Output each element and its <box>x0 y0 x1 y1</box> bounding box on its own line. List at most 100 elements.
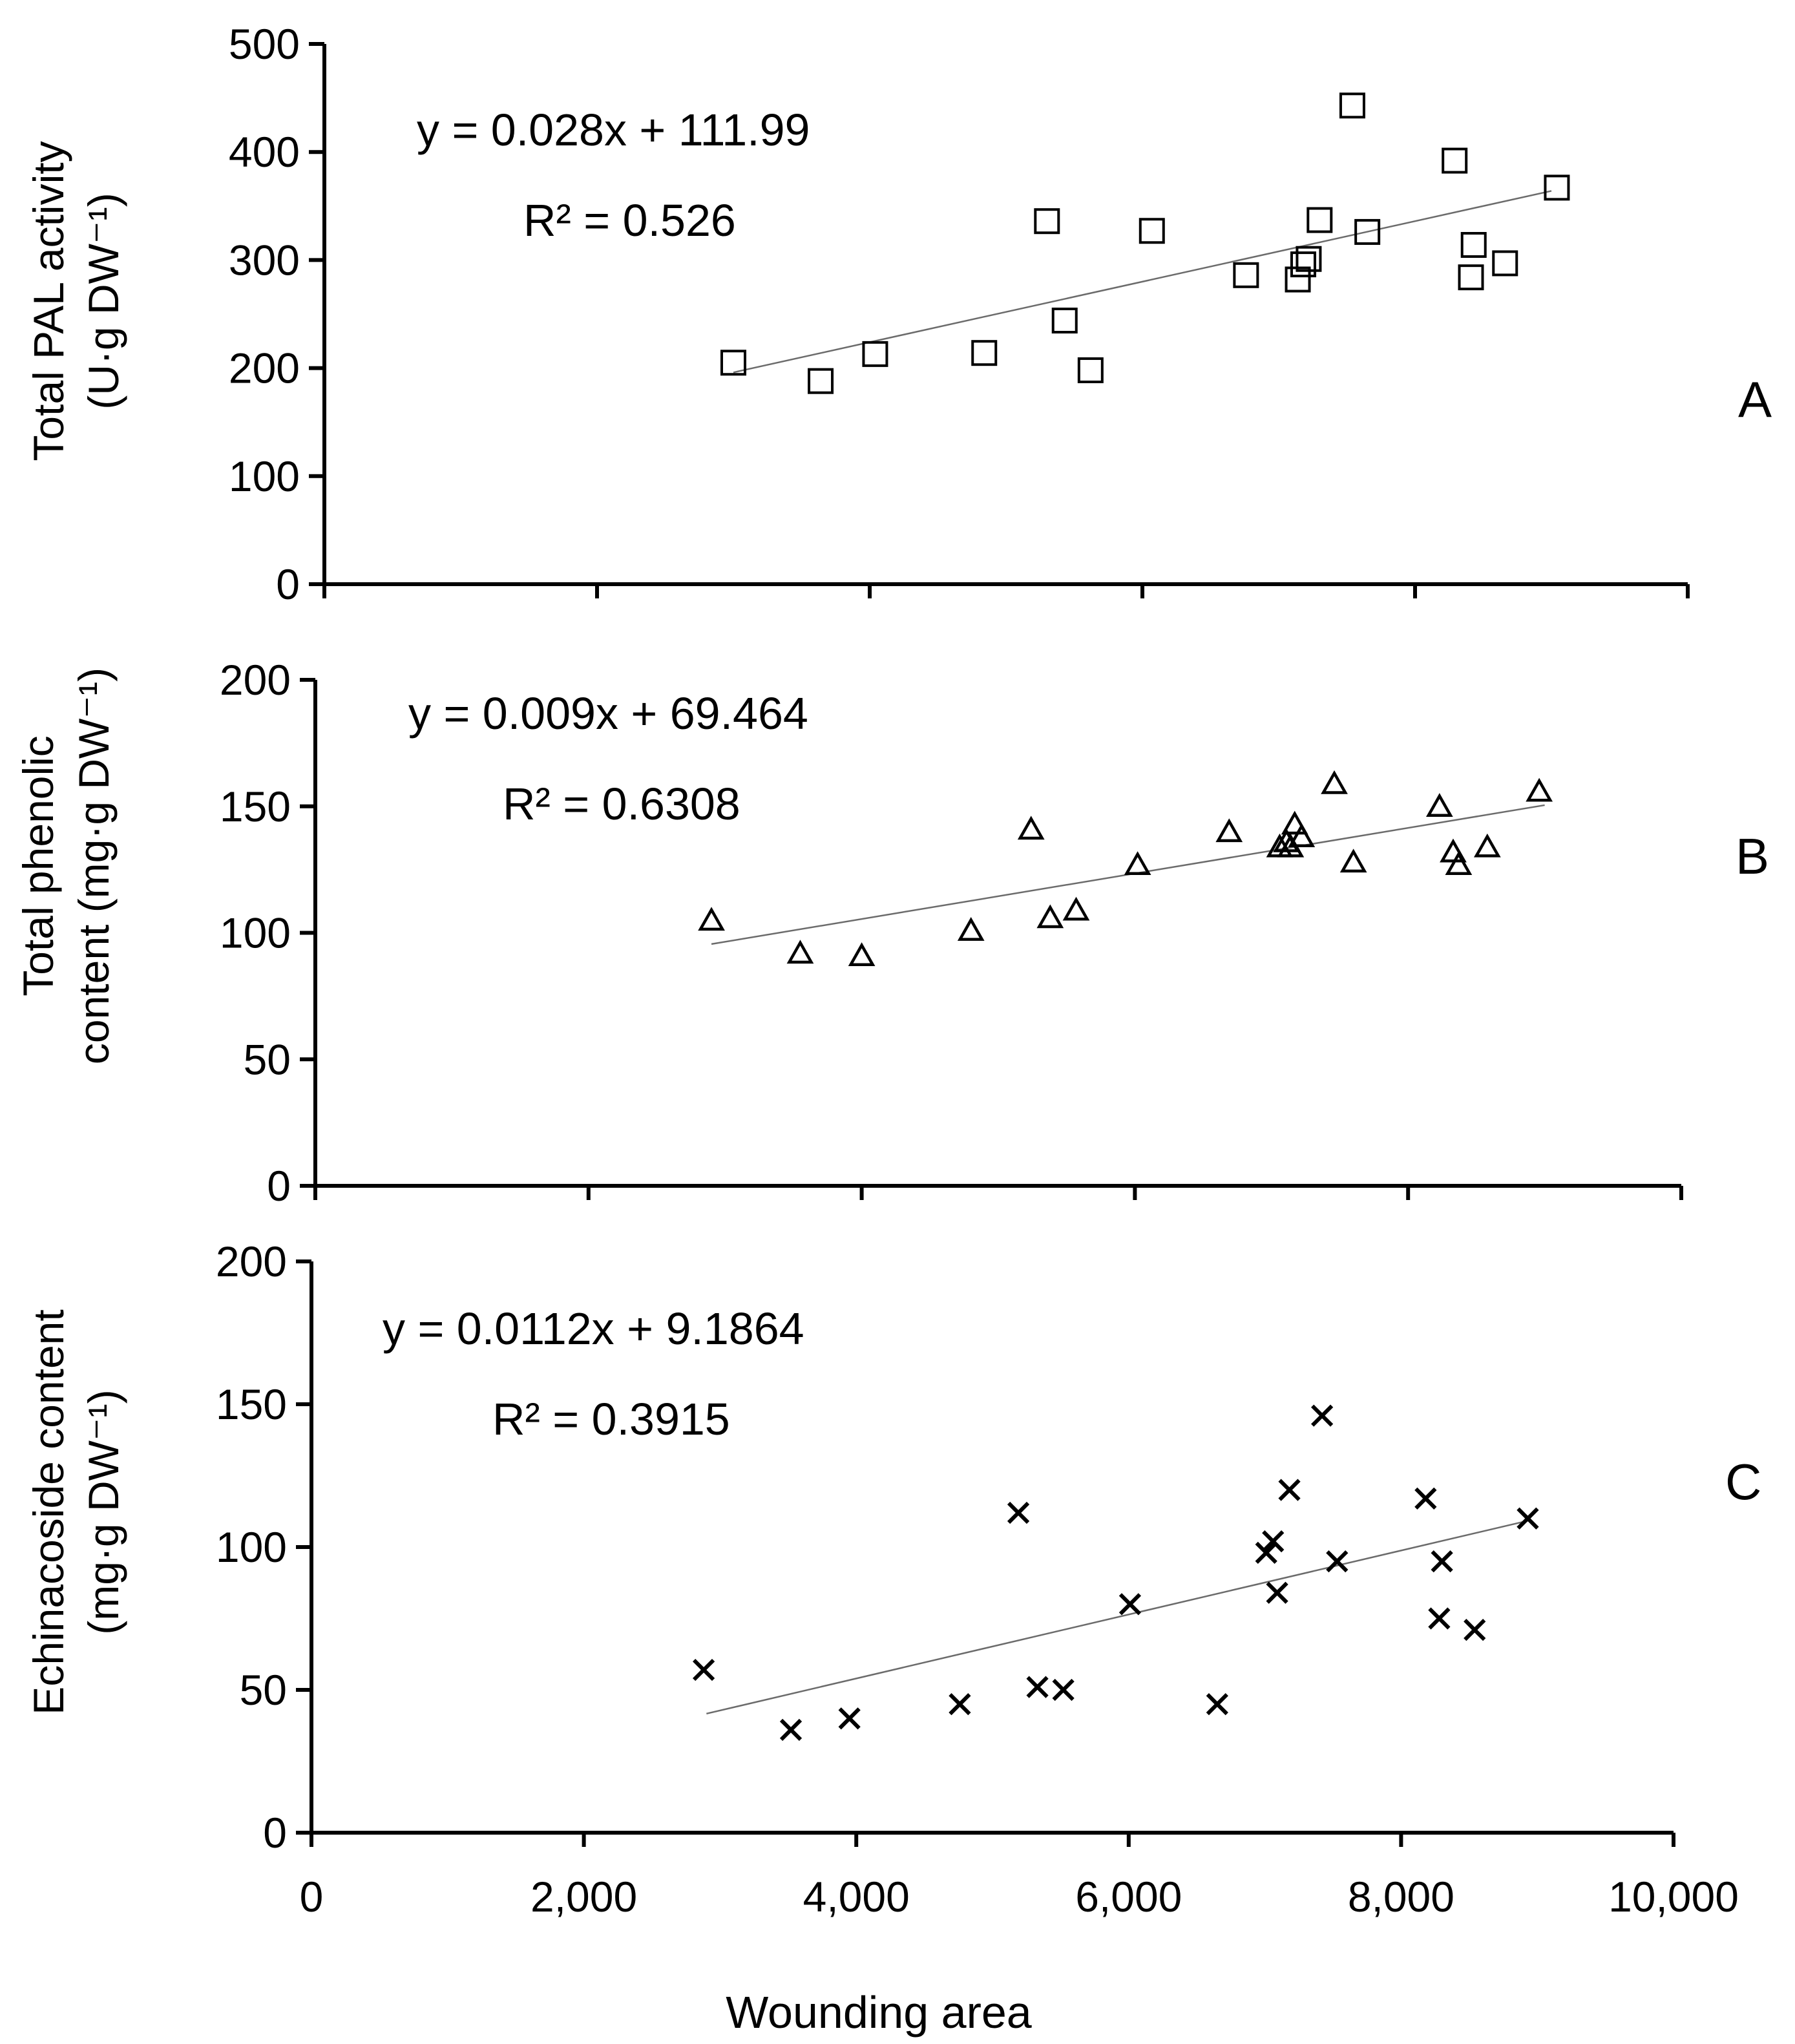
data-point <box>1118 1593 1142 1616</box>
y-tick-label: 200 <box>216 1238 287 1285</box>
panel-b: Total phenolic content (mg·g DW⁻¹) 0 50 10… <box>14 656 1769 1210</box>
data-point <box>1442 147 1468 174</box>
panel-label-b: B <box>1736 828 1769 885</box>
data-point <box>1445 851 1473 876</box>
data-point <box>1290 251 1316 278</box>
y-tick-label: 50 <box>244 1035 291 1083</box>
data-point <box>1311 1404 1334 1427</box>
data-point <box>1414 1487 1437 1510</box>
data-point <box>720 350 746 376</box>
x-axis-label: Wounding area <box>726 1987 1032 2038</box>
data-point <box>1288 823 1316 847</box>
data-point <box>1278 1479 1301 1501</box>
regression-equation-a: y = 0.028x + 111.99 <box>417 105 810 155</box>
y-tick-label: 0 <box>276 560 300 608</box>
y-tick-label: 150 <box>220 783 291 830</box>
data-point <box>1517 1507 1539 1530</box>
data-point <box>1464 1619 1486 1641</box>
data-point <box>1007 1501 1030 1524</box>
x-tick-label: 6,000 <box>1075 1873 1182 1921</box>
data-point <box>1492 250 1518 277</box>
data-point <box>1339 92 1365 119</box>
data-point <box>1425 793 1453 817</box>
y-tick-label: 0 <box>263 1809 287 1857</box>
x-tick-label: 2,000 <box>530 1873 637 1921</box>
y-axis-label-line-2: (mg·g DW⁻¹) <box>79 1389 127 1634</box>
r-squared-b: R² = 0.6308 <box>503 779 740 829</box>
data-points-a <box>720 92 1570 394</box>
data-point <box>786 940 814 964</box>
data-point <box>1526 777 1553 802</box>
x-tick-label: 0 <box>300 1873 324 1921</box>
data-point <box>1062 896 1090 921</box>
data-point <box>1296 246 1322 272</box>
y-tick-label: 150 <box>216 1380 287 1428</box>
trendline-c <box>706 1519 1531 1715</box>
data-point <box>1307 207 1333 233</box>
y-axis-label-line-2: content (mg·g DW⁻¹) <box>70 668 118 1064</box>
data-point <box>1266 1581 1288 1604</box>
data-point <box>957 917 985 941</box>
data-point <box>1281 810 1308 835</box>
y-axis-label-line-1: Total PAL activity <box>25 141 72 461</box>
data-point <box>1026 1676 1049 1698</box>
y-axis-label-c: Echinacoside content (mg·g DW⁻¹) <box>25 1309 127 1714</box>
data-point <box>1139 218 1165 244</box>
trendline <box>706 1519 1531 1715</box>
data-point <box>971 340 998 366</box>
data-point <box>1460 231 1487 258</box>
data-point <box>779 1718 803 1742</box>
data-point <box>1326 1550 1349 1573</box>
data-point <box>1215 818 1243 843</box>
data-point <box>1206 1692 1228 1716</box>
regression-equation-b: y = 0.009x + 69.464 <box>408 688 808 739</box>
data-point <box>1051 308 1078 334</box>
panel-c: Echinacoside content (mg·g DW⁻¹) 0 50 100 1… <box>25 1238 1761 2038</box>
data-point <box>1017 816 1045 840</box>
y-tick-label: 50 <box>240 1666 287 1714</box>
data-point <box>808 368 834 394</box>
panel-label-c: C <box>1725 1453 1761 1510</box>
data-point <box>1428 1607 1451 1630</box>
data-point <box>1354 218 1381 245</box>
y-tick-label: 400 <box>229 128 300 176</box>
data-point <box>1233 262 1259 288</box>
x-tick-label: 10,000 <box>1608 1873 1739 1921</box>
data-point <box>1036 904 1064 929</box>
y-axis-label-b: Total phenolic content (mg·g DW⁻¹) <box>14 668 118 1064</box>
data-point <box>1034 208 1060 235</box>
data-point <box>1262 1530 1285 1553</box>
data-point <box>949 1692 971 1716</box>
y-axis-label-a: Total PAL activity (U·g DW⁻¹) <box>25 141 127 461</box>
data-point <box>1255 1541 1277 1564</box>
panel-label-a: A <box>1738 371 1772 428</box>
data-point <box>692 1658 715 1681</box>
y-tick-label: 100 <box>216 1523 287 1571</box>
y-tick-label: 200 <box>220 656 291 704</box>
y-tick-label: 0 <box>267 1162 291 1210</box>
y-tick-label: 100 <box>220 909 291 957</box>
y-tick-label: 100 <box>229 452 300 500</box>
axes-a: 0 100 200 300 400 500 <box>229 20 1690 608</box>
data-point <box>1458 264 1484 291</box>
data-point <box>698 907 725 931</box>
data-point <box>848 942 876 966</box>
data-point <box>1124 851 1151 876</box>
x-tick-label: 4,000 <box>803 1873 910 1921</box>
data-point <box>1544 174 1570 201</box>
y-axis-label-line-1: Total phenolic <box>14 735 62 996</box>
y-axis-label-line-1: Echinacoside content <box>25 1309 72 1714</box>
x-tick-label: 8,000 <box>1348 1873 1454 1921</box>
data-point <box>1339 848 1367 873</box>
y-tick-label: 300 <box>229 236 300 284</box>
r-squared-a: R² = 0.526 <box>523 195 736 246</box>
axes-b: 0 50 100 150 200 <box>220 656 1683 1210</box>
panel-a: Total PAL activity (U·g DW⁻¹) 0 100 200 300… <box>25 20 1772 608</box>
data-points-c <box>692 1404 1539 1742</box>
data-point <box>1473 833 1501 858</box>
y-tick-label: 500 <box>229 20 300 68</box>
regression-equation-c: y = 0.0112x + 9.1864 <box>383 1303 804 1354</box>
data-point <box>838 1707 861 1730</box>
data-point <box>862 341 888 367</box>
